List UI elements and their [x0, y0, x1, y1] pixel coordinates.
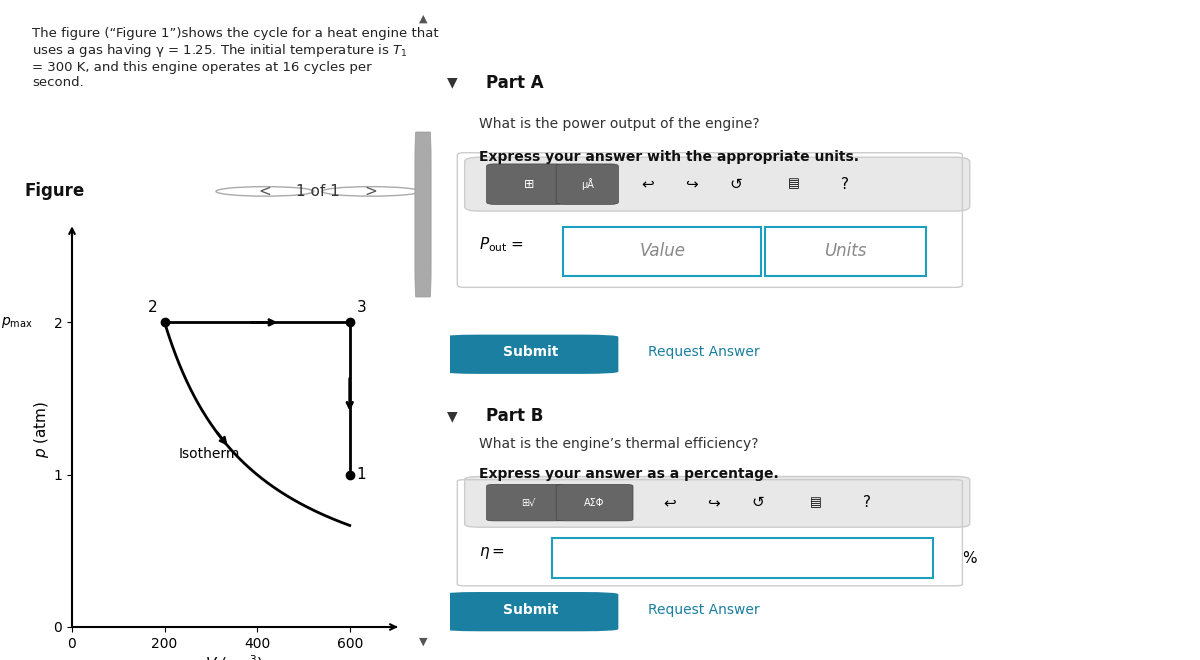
- Text: What is the engine’s thermal efficiency?: What is the engine’s thermal efficiency?: [479, 437, 758, 451]
- X-axis label: $V\ \mathrm{(cm^3)}$: $V\ \mathrm{(cm^3)}$: [205, 653, 263, 660]
- Text: Part B: Part B: [486, 407, 544, 425]
- Text: ▼: ▼: [448, 75, 458, 90]
- Text: Figure: Figure: [24, 182, 84, 201]
- Text: ?: ?: [863, 495, 871, 510]
- Text: ↪: ↪: [707, 495, 720, 510]
- Text: ⊞√: ⊞√: [522, 498, 536, 508]
- Text: ↺: ↺: [751, 495, 764, 510]
- Text: %: %: [962, 550, 977, 566]
- Text: ↩: ↩: [641, 177, 654, 191]
- Text: Express your answer with the appropriate units.: Express your answer with the appropriate…: [479, 150, 859, 164]
- FancyBboxPatch shape: [564, 227, 761, 276]
- Text: What is the power output of the engine?: What is the power output of the engine?: [479, 117, 760, 131]
- FancyBboxPatch shape: [556, 484, 634, 521]
- Text: 2: 2: [148, 300, 157, 315]
- FancyBboxPatch shape: [556, 164, 618, 205]
- Text: ▤: ▤: [810, 496, 822, 509]
- Text: <: <: [258, 184, 271, 199]
- FancyBboxPatch shape: [443, 335, 618, 374]
- FancyBboxPatch shape: [552, 539, 934, 578]
- Text: Submit: Submit: [503, 603, 558, 616]
- Text: Express your answer as a percentage.: Express your answer as a percentage.: [479, 467, 779, 481]
- FancyBboxPatch shape: [487, 164, 564, 205]
- FancyBboxPatch shape: [764, 227, 926, 276]
- Text: 1: 1: [356, 467, 366, 482]
- Text: Part A: Part A: [486, 73, 544, 92]
- Text: ΑΣΦ: ΑΣΦ: [584, 498, 605, 508]
- Text: $p_\mathrm{max}$: $p_\mathrm{max}$: [1, 315, 32, 330]
- Y-axis label: $p\ \mathrm{(atm)}$: $p\ \mathrm{(atm)}$: [31, 401, 50, 457]
- Text: Submit: Submit: [503, 345, 558, 359]
- Text: 1 of 1: 1 of 1: [296, 184, 340, 199]
- Text: $\eta =$: $\eta =$: [479, 544, 505, 560]
- Text: >: >: [365, 184, 378, 199]
- Text: ↺: ↺: [730, 177, 742, 191]
- Text: μÅ: μÅ: [581, 178, 594, 190]
- Text: Request Answer: Request Answer: [648, 603, 760, 616]
- Text: Isotherm: Isotherm: [179, 447, 240, 461]
- FancyBboxPatch shape: [415, 132, 431, 297]
- Text: ▤: ▤: [788, 178, 800, 191]
- Text: ▼: ▼: [448, 409, 458, 423]
- Text: $P_\mathrm{out}$ =: $P_\mathrm{out}$ =: [479, 236, 524, 254]
- FancyBboxPatch shape: [464, 157, 970, 211]
- Text: ↩: ↩: [664, 495, 676, 510]
- Text: ?: ?: [841, 177, 850, 191]
- Text: Request Answer: Request Answer: [648, 345, 760, 359]
- Text: ↪: ↪: [685, 177, 698, 191]
- FancyBboxPatch shape: [487, 484, 564, 521]
- Text: Value: Value: [640, 242, 685, 261]
- FancyBboxPatch shape: [464, 477, 970, 527]
- Text: ⊞: ⊞: [523, 178, 534, 191]
- FancyBboxPatch shape: [443, 592, 618, 631]
- Text: Units: Units: [824, 242, 866, 261]
- Text: 3: 3: [356, 300, 366, 315]
- Text: The figure (“Figure 1”)shows the cycle for a heat engine that
uses a gas having : The figure (“Figure 1”)shows the cycle f…: [32, 27, 439, 90]
- Text: ▼: ▼: [419, 637, 427, 647]
- Text: ▲: ▲: [419, 13, 427, 23]
